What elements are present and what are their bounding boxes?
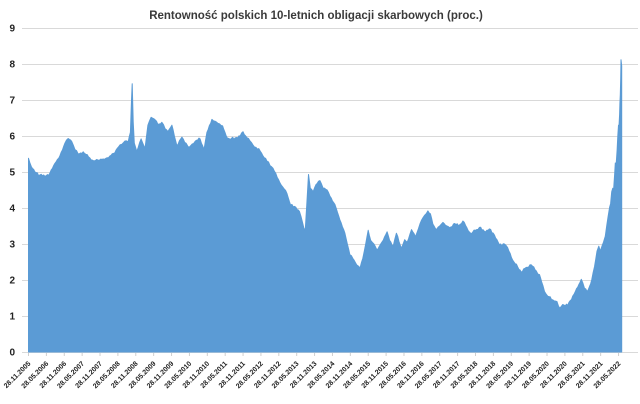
y-tick-label: 7 [9,96,15,107]
y-tick-label: 0 [9,348,15,359]
chart-title: Rentowność polskich 10-letnich obligacji… [149,10,483,22]
y-tick-label: 3 [9,240,15,251]
y-tick-label: 2 [9,276,15,287]
x-axis-labels: 28.11.200528.05.200628.11.200628.05.2007… [3,360,623,390]
yield-area-series [28,59,623,353]
y-tick-label: 8 [9,60,15,71]
x-axis-tickmarks [28,353,620,356]
y-tick-label: 5 [9,168,15,179]
y-axis-labels: 0 1 2 3 4 5 6 7 8 9 [9,24,15,359]
y-tick-label: 9 [9,24,15,35]
y-tick-label: 6 [9,132,15,143]
y-tick-label: 4 [9,204,15,215]
y-tick-label: 1 [9,312,15,323]
